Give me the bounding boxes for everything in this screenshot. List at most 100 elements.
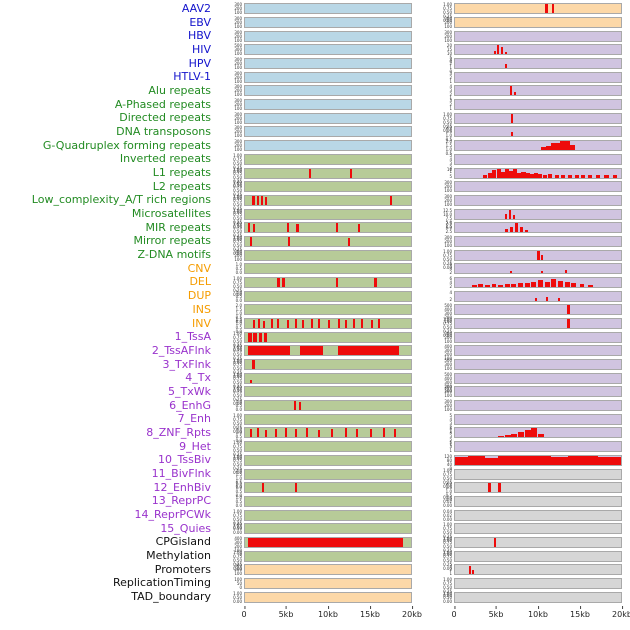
y-tick-label: 400	[444, 307, 452, 313]
y-axis-ticks-left: 300 200 100	[214, 99, 244, 111]
y-tick-label: 100	[234, 10, 242, 16]
y-tick-label: 100	[444, 393, 452, 399]
track-panel-right	[454, 167, 622, 179]
y-tick-label: 1.00	[233, 344, 242, 350]
y-tick-label: 0.02	[443, 512, 452, 518]
y-tick-label: 0.50	[443, 475, 452, 481]
y-axis-ticks-left: 1.00 0.75 0.50 0.25 0.00	[214, 194, 244, 214]
y-tick-label: 0.25	[233, 178, 242, 184]
y-axis-ticks-left: 1.5 1.0 0.5 0.0	[214, 482, 244, 498]
y-axis-ticks-right: 300 200 100	[424, 235, 454, 248]
y-tick-label: 0.5	[235, 434, 242, 440]
y-tick-label: 300	[444, 193, 452, 199]
track-panel-left	[244, 71, 412, 83]
data-bar	[509, 86, 512, 96]
y-tick-label: 0.02	[443, 498, 452, 504]
y-tick-label: 1.5	[445, 129, 452, 135]
track-panel-right	[454, 140, 622, 152]
y-tick-label: 200	[234, 102, 242, 108]
x-axis-spacer	[0, 605, 244, 627]
y-tick-label: 0.5	[445, 493, 452, 499]
track-label: 10_TssBiv	[158, 453, 211, 467]
y-tick-label: 1.00	[443, 576, 452, 582]
y-tick-label: 0.50	[233, 188, 242, 194]
y-axis-ticks-left: 300 200 100	[214, 85, 244, 98]
data-bar	[498, 284, 504, 287]
data-bar	[349, 168, 353, 178]
y-tick-label: 100	[444, 242, 452, 248]
track-panel-left	[244, 153, 412, 165]
y-tick-label: 0.25	[443, 534, 452, 540]
y-tick-label: 3	[449, 160, 452, 166]
y-tick-label: 0.50	[443, 325, 452, 331]
track-panel-left	[244, 44, 412, 56]
y-tick-label: 0.00	[443, 18, 452, 24]
data-bar	[551, 457, 568, 465]
y-tick-label: 1.0	[235, 289, 242, 295]
y-tick-label: 1.5	[445, 143, 452, 149]
track-label: EBV	[189, 15, 211, 29]
y-tick-label: 0.25	[233, 356, 242, 362]
y-axis-ticks-left: 2.0 1.5 1.0 0.5 0.0	[214, 468, 244, 488]
data-bar	[311, 319, 314, 329]
data-bar	[545, 4, 548, 14]
track-panel-right	[454, 386, 622, 398]
y-tick-label: 0.25	[233, 465, 242, 471]
track-panel-left	[244, 126, 412, 138]
track-label: TAD_boundary	[131, 590, 211, 604]
data-bar	[571, 283, 577, 287]
track-panel-left	[244, 140, 412, 152]
y-tick-label: 0.75	[233, 362, 242, 368]
data-bar	[253, 332, 257, 342]
y-tick-label: 100	[444, 37, 452, 43]
y-axis-ticks-right: 1.00 0.75 0.50 0.25 0.00	[424, 523, 454, 543]
y-tick-label: 0.00	[233, 250, 242, 256]
y-tick-label: 4	[449, 416, 452, 422]
y-tick-label: 200	[234, 6, 242, 12]
y-tick-label: 0.00	[233, 237, 242, 243]
y-tick-label: 0.0	[445, 497, 452, 503]
y-axis-ticks-left: 2.0 1.5 1.0 0.5 0.0	[214, 304, 244, 324]
data-bar	[258, 319, 261, 329]
track-row: 15_Quies 1.00 0.50 0.00 1.00 0.75 0.50 0.25 0.…	[0, 522, 630, 543]
y-tick-label: 1.5	[235, 426, 242, 432]
data-bar	[248, 332, 252, 342]
y-tick-label: 3	[449, 434, 452, 440]
data-bar	[561, 175, 566, 178]
y-tick-label: 0.75	[233, 156, 242, 162]
data-bar	[518, 432, 524, 438]
y-tick-label: 1.00	[233, 412, 242, 418]
track-row: MIR repeats 1.00 0.75 0.50 0.25 0.00 7.5 5.0 2…	[0, 221, 630, 242]
y-tick-label: 0.50	[233, 393, 242, 399]
y-tick-label: 1	[449, 65, 452, 71]
data-bar	[357, 223, 360, 233]
track-rows: AAV2 300 200 100 1.00 0.75 0.50 0.25 0.00 EBV …	[0, 2, 630, 604]
data-bar	[498, 456, 519, 465]
track-panel-left	[244, 591, 412, 603]
track-row: 4_Tx 1.00 0.75 0.50 0.25 0.00 500 400 300 200 10…	[0, 371, 630, 392]
y-tick-label: 0.75	[233, 512, 242, 518]
x-axis-right: 0 5kb 10kb 15kb 20kb	[451, 605, 630, 627]
y-axis-ticks-right: 300 200 100	[424, 330, 454, 343]
y-tick-label: 0.25	[443, 547, 452, 553]
y-tick-label: 300	[444, 330, 452, 336]
y-axis-ticks-left: 300 200 100	[214, 564, 244, 576]
data-bar	[469, 565, 472, 575]
track-panel-right	[454, 454, 622, 466]
data-bar	[510, 114, 513, 123]
data-bar	[496, 168, 501, 178]
track-row: HIV 500 300 100 20 15 10 5 0	[0, 43, 630, 64]
y-tick-label: 300	[444, 29, 452, 35]
track-panel-left	[244, 400, 412, 412]
data-bar	[377, 319, 380, 329]
data-bar	[352, 319, 355, 329]
y-tick-label: 100	[234, 92, 242, 98]
y-tick-label: 0.50	[233, 516, 242, 522]
